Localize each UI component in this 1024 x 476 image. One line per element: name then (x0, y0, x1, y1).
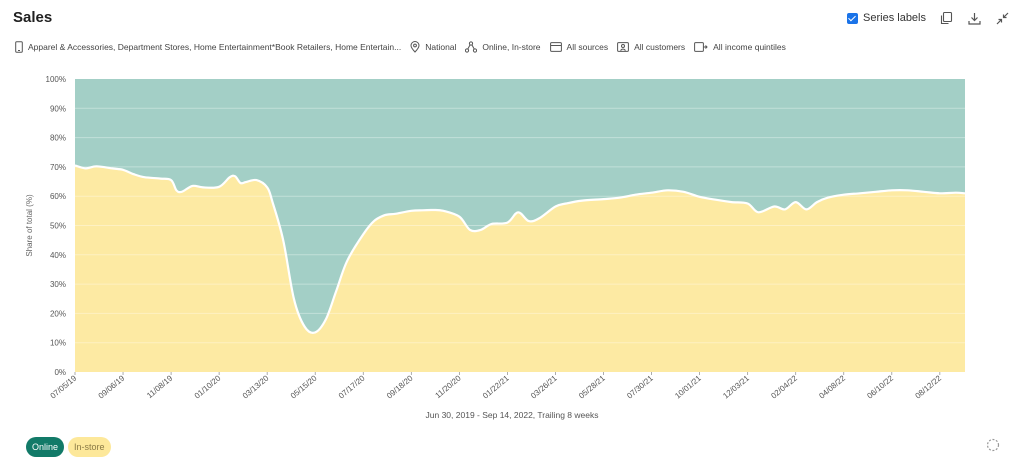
y-tick-label: 30% (50, 280, 66, 289)
y-tick-label: 80% (50, 134, 66, 143)
x-tick-label: 06/10/22 (865, 373, 895, 400)
x-tick-label: 05/28/21 (577, 373, 607, 400)
collapse-icon[interactable] (994, 10, 1010, 26)
x-tick-label: 02/04/22 (769, 373, 799, 400)
y-tick-label: 50% (50, 222, 66, 231)
stacked-area-chart: 0% 10% 20% 30% 40% 50% 60% 70% 80% 90% 100% 07/05/1… (25, 75, 966, 420)
y-tick-label: 90% (50, 104, 66, 113)
x-tick-label: 11/20/20 (433, 373, 463, 400)
legend-online[interactable]: Online (26, 437, 65, 457)
y-tick-label: 60% (50, 192, 66, 201)
x-tick-label: 07/17/20 (337, 373, 367, 400)
x-tick-label: 11/08/19 (145, 373, 175, 400)
x-axis-title: Jun 30, 2019 - Sep 14, 2022, Trailing 8 … (426, 410, 599, 420)
x-tick-label: 10/01/21 (673, 373, 703, 400)
legend-instore[interactable]: In-store (68, 437, 111, 457)
phone-icon (15, 41, 23, 53)
x-tick-label: 01/22/21 (481, 373, 511, 400)
x-tick-label: 07/30/21 (625, 373, 655, 400)
series-labels-label: Series labels (863, 12, 926, 24)
x-tick-label: 01/10/20 (193, 373, 223, 400)
filter-sources-label: All sources (566, 42, 609, 52)
filter-channel[interactable]: Online, In-store (465, 41, 541, 53)
x-tick-label: 04/08/22 (817, 373, 847, 400)
filter-geography-label: National (425, 42, 457, 52)
filter-sources[interactable]: All sources (549, 42, 609, 52)
chart-title: Sales (13, 9, 53, 26)
x-tick-label: 08/12/22 (913, 373, 943, 400)
toolbar: Series labels (847, 10, 1010, 26)
filter-categories[interactable]: Apparel & Accessories, Department Stores… (15, 41, 401, 53)
card-icon (549, 42, 562, 52)
legend: Online In-store (26, 437, 111, 457)
customer-icon (617, 42, 630, 52)
y-tick-label: 70% (50, 163, 66, 172)
x-tick-label: 12/03/21 (721, 373, 751, 400)
channel-icon (465, 41, 478, 53)
income-icon (694, 42, 708, 52)
y-tick-label: 40% (50, 251, 66, 260)
x-tick-label: 03/13/20 (241, 373, 271, 400)
series-instore-area (75, 165, 965, 372)
y-tick-label: 0% (54, 368, 66, 377)
filter-income[interactable]: All income quintiles (694, 42, 786, 52)
filter-bar: Apparel & Accessories, Department Stores… (15, 41, 786, 53)
x-tick-label: 05/15/20 (289, 373, 319, 400)
copy-icon[interactable] (938, 10, 954, 26)
filter-customers[interactable]: All customers (617, 42, 685, 52)
location-pin-icon (410, 41, 420, 53)
x-tick-label: 09/18/20 (385, 373, 415, 400)
y-axis-title: Share of total (%) (25, 194, 34, 257)
filter-channel-label: Online, In-store (482, 42, 541, 52)
filter-income-label: All income quintiles (713, 42, 786, 52)
series-boundary-line (74, 164, 966, 334)
loading-spinner-icon (986, 438, 1000, 452)
filter-geography[interactable]: National (410, 41, 456, 53)
filter-customers-label: All customers (634, 42, 686, 52)
y-tick-label: 10% (50, 339, 66, 348)
series-labels-toggle[interactable]: Series labels (847, 12, 926, 24)
x-tick-label: 03/26/21 (529, 373, 559, 400)
filter-categories-label: Apparel & Accessories, Department Stores… (28, 42, 402, 52)
x-tick-label: 07/05/19 (49, 373, 79, 400)
x-tick-label: 09/06/19 (97, 373, 127, 400)
y-tick-label: 20% (50, 309, 66, 318)
download-icon[interactable] (966, 10, 982, 26)
y-tick-label: 100% (46, 75, 66, 84)
series-labels-checkbox[interactable] (847, 12, 859, 24)
